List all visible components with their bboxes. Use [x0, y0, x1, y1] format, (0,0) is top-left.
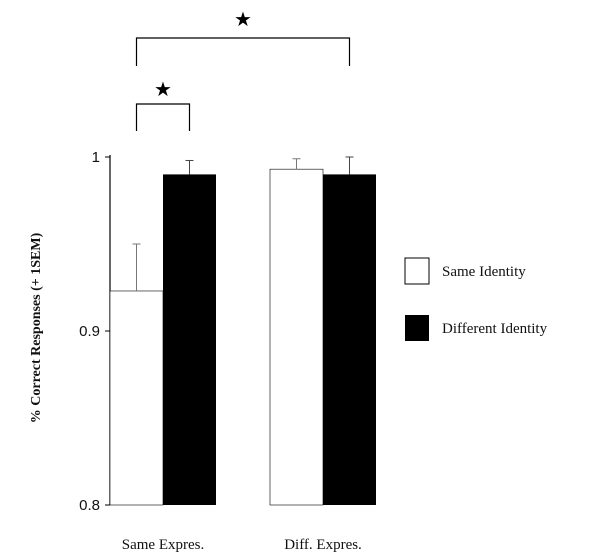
y-axis-label: % Correct Responses (+ 1SEM): [29, 232, 44, 423]
legend: Same Identity Different Identity: [404, 257, 548, 341]
significance-brackets: ★★: [135, 7, 351, 131]
bar: [163, 174, 216, 505]
legend-label: Different Identity: [442, 321, 548, 337]
significance-bracket: [135, 37, 351, 66]
bar: [323, 174, 376, 505]
legend-label: Same Identity: [442, 264, 526, 280]
x-category-label: Same Expres.: [122, 537, 204, 553]
bars: [109, 168, 376, 506]
legend-swatch: [404, 257, 430, 285]
x-category-label: Diff. Expres.: [284, 537, 362, 553]
y-tick-label: 0.9: [79, 323, 100, 340]
error-bars: [132, 156, 354, 291]
bar: [109, 290, 164, 506]
significance-bracket: [135, 103, 191, 131]
significance-star: ★: [154, 77, 172, 101]
significance-star: ★: [234, 7, 252, 31]
axes: 0.8 0.9 1 Same Expres. Diff. Expres.: [79, 149, 362, 553]
legend-swatch: [405, 315, 429, 341]
y-tick-label: 1: [92, 149, 100, 166]
y-tick-label: 0.8: [79, 497, 100, 514]
bar: [269, 168, 324, 506]
